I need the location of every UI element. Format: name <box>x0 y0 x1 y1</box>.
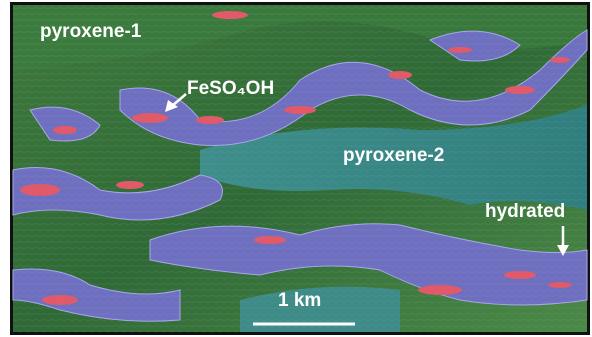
mineral-label: pyroxene-2 <box>343 145 444 166</box>
map-image: pyroxene-1 FeSO₄OH pyroxene-2 hydrated 1… <box>0 0 592 337</box>
mineral-label: hydrated <box>485 201 565 222</box>
mineral-label: pyroxene-1 <box>40 21 142 42</box>
mineral-label: FeSO₄OH <box>187 78 274 99</box>
page: pyroxene-1 FeSO₄OH pyroxene-2 hydrated 1… <box>0 0 592 337</box>
relief-texture <box>13 5 587 332</box>
scale-bar-label: 1 km <box>278 290 321 311</box>
